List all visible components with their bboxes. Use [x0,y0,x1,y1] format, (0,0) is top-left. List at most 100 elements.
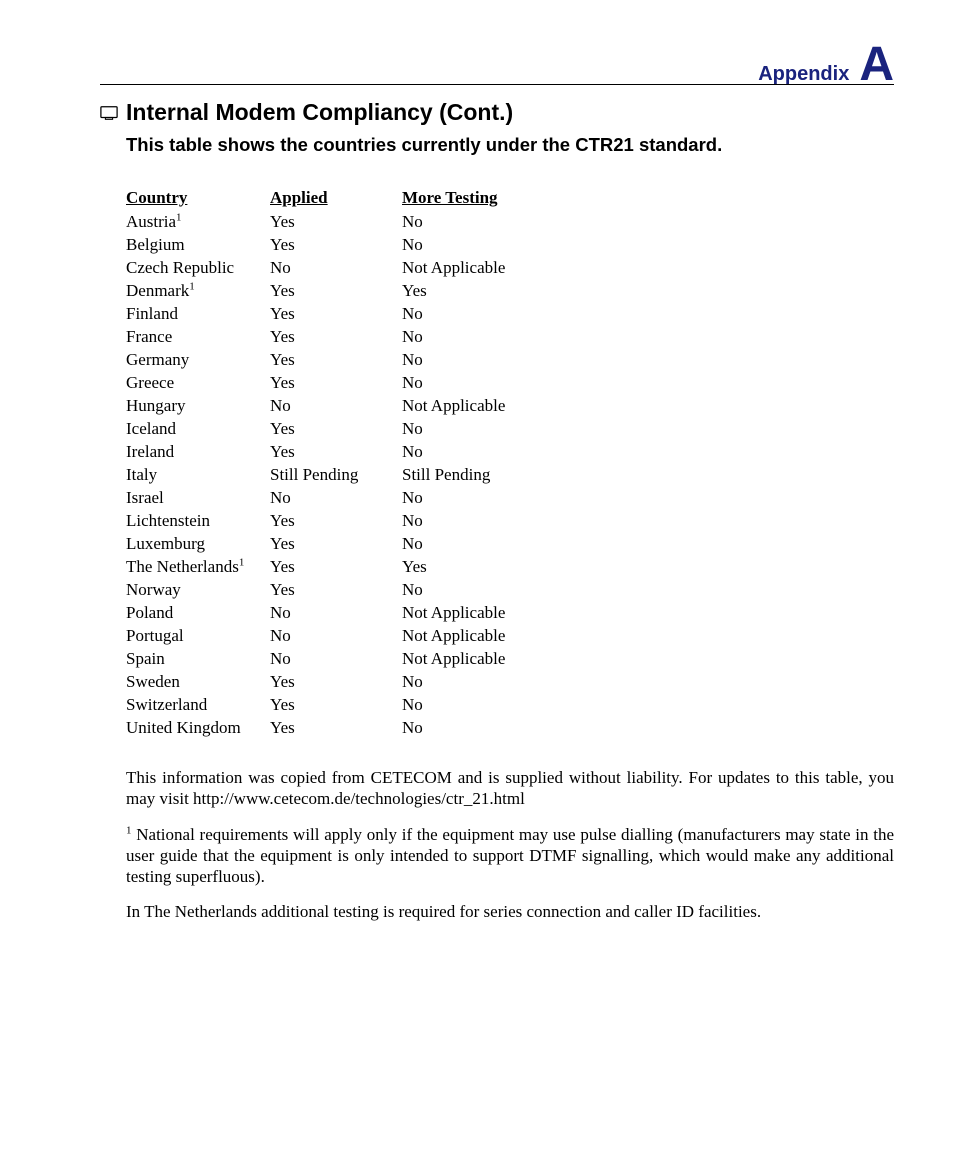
cell-applied: Yes [270,532,402,555]
table-row: IrelandYesNo [126,440,602,463]
cell-country: Finland [126,302,270,325]
table-row: The Netherlands1YesYes [126,555,602,578]
cell-more-testing: Still Pending [402,463,602,486]
cell-applied: Yes [270,440,402,463]
document-icon [100,105,118,121]
cell-country: Israel [126,486,270,509]
table-row: HungaryNoNot Applicable [126,394,602,417]
cell-more-testing: No [402,578,602,601]
cell-more-testing: No [402,716,602,739]
cell-more-testing: No [402,486,602,509]
paragraph-source: This information was copied from CETECOM… [126,767,894,810]
cell-applied: Yes [270,417,402,440]
col-header-applied: Applied [270,188,402,210]
table-row: GermanyYesNo [126,348,602,371]
cell-more-testing: Not Applicable [402,256,602,279]
table-row: BelgiumYesNo [126,233,602,256]
table-row: IcelandYesNo [126,417,602,440]
cell-country: Iceland [126,417,270,440]
table-row: NorwayYesNo [126,578,602,601]
appendix-letter: A [859,41,894,89]
cell-more-testing: No [402,693,602,716]
cell-country: Sweden [126,670,270,693]
cell-more-testing: No [402,325,602,348]
cell-country: Austria1 [126,210,270,233]
appendix-block: Appendix A [758,41,894,89]
cell-country: Italy [126,463,270,486]
table-row: PortugalNoNot Applicable [126,624,602,647]
footnote-text: National requirements will apply only if… [126,825,894,887]
cell-applied: Yes [270,716,402,739]
paragraph-netherlands: In The Netherlands additional testing is… [126,901,894,922]
table-row: LichtensteinYesNo [126,509,602,532]
cell-applied: No [270,394,402,417]
cell-country: Switzerland [126,693,270,716]
cell-country: Lichtenstein [126,509,270,532]
table-row: PolandNoNot Applicable [126,601,602,624]
cell-applied: Yes [270,348,402,371]
cell-more-testing: No [402,417,602,440]
page: Appendix A Internal Modem Compliancy (Co… [0,0,954,983]
cell-country: Ireland [126,440,270,463]
table-row: United KingdomYesNo [126,716,602,739]
cell-country: Portugal [126,624,270,647]
table-row: IsraelNoNo [126,486,602,509]
table-row: SwedenYesNo [126,670,602,693]
cell-country: Germany [126,348,270,371]
cell-country: Norway [126,578,270,601]
cell-more-testing: Not Applicable [402,624,602,647]
cell-applied: Yes [270,670,402,693]
table-row: FinlandYesNo [126,302,602,325]
cell-country: Greece [126,371,270,394]
cell-applied: No [270,601,402,624]
cell-applied: Yes [270,578,402,601]
page-title: Internal Modem Compliancy (Cont.) [126,99,513,126]
cell-applied: Yes [270,279,402,302]
cell-applied: No [270,486,402,509]
cell-more-testing: No [402,670,602,693]
table-header-row: Country Applied More Testing [126,188,602,210]
cell-applied: No [270,256,402,279]
cell-country: France [126,325,270,348]
cell-country: Hungary [126,394,270,417]
cell-more-testing: No [402,302,602,325]
cell-more-testing: Not Applicable [402,647,602,670]
title-row: Internal Modem Compliancy (Cont.) [100,99,894,126]
cell-more-testing: No [402,233,602,256]
cell-country: United Kingdom [126,716,270,739]
paragraph-footnote: 1 National requirements will apply only … [126,824,894,888]
col-header-more: More Testing [402,188,602,210]
cell-applied: Yes [270,371,402,394]
cell-more-testing: No [402,532,602,555]
cell-country: The Netherlands1 [126,555,270,578]
appendix-label: Appendix [758,63,849,86]
cell-more-testing: Not Applicable [402,394,602,417]
cell-applied: Yes [270,233,402,256]
col-header-country: Country [126,188,270,210]
cell-applied: No [270,647,402,670]
table-row: Denmark1YesYes [126,279,602,302]
cell-more-testing: Yes [402,279,602,302]
cell-applied: Yes [270,325,402,348]
compliancy-table: Country Applied More Testing Austria1Yes… [126,188,602,739]
cell-more-testing: No [402,371,602,394]
cell-country: Poland [126,601,270,624]
table-row: Czech RepublicNoNot Applicable [126,256,602,279]
table-row: LuxemburgYesNo [126,532,602,555]
cell-applied: Yes [270,210,402,233]
table-row: SwitzerlandYesNo [126,693,602,716]
page-subtitle: This table shows the countries currently… [126,134,894,156]
cell-country: Luxemburg [126,532,270,555]
cell-country: Czech Republic [126,256,270,279]
header-rule: Appendix A [100,84,894,85]
cell-more-testing: No [402,440,602,463]
cell-applied: Yes [270,509,402,532]
cell-applied: Still Pending [270,463,402,486]
cell-country: Belgium [126,233,270,256]
table-row: Austria1YesNo [126,210,602,233]
cell-more-testing: No [402,210,602,233]
table-row: SpainNoNot Applicable [126,647,602,670]
table-row: GreeceYesNo [126,371,602,394]
cell-country: Spain [126,647,270,670]
cell-applied: Yes [270,302,402,325]
